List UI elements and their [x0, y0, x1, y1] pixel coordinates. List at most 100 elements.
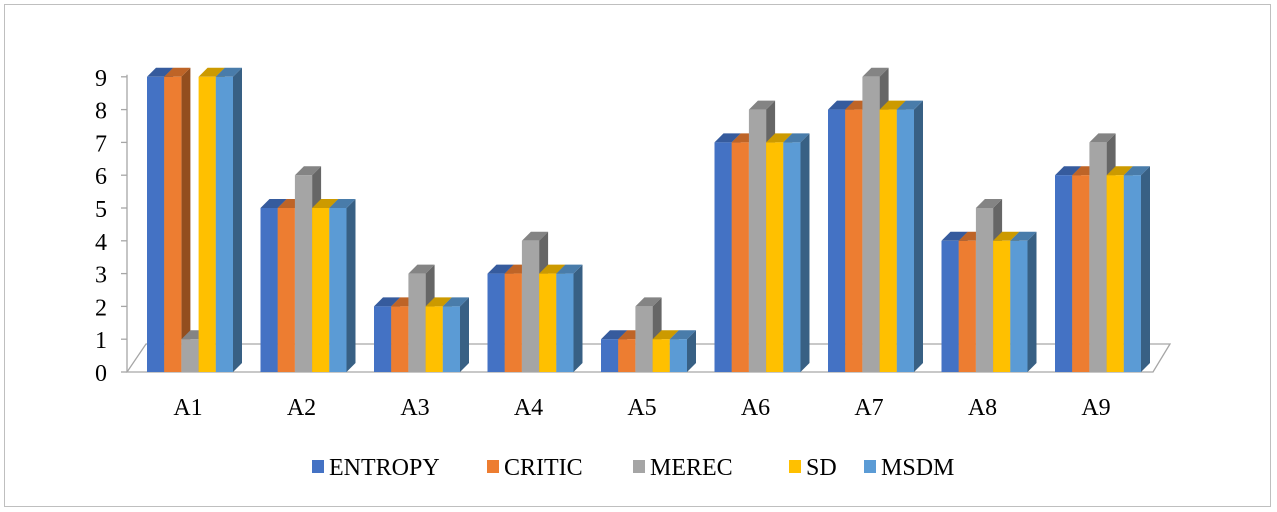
legend-label: MEREC [650, 455, 733, 481]
x-tick-label: A4 [514, 395, 543, 421]
bar-side-face [914, 100, 923, 372]
bar-front-face [312, 208, 330, 372]
bar-top-face [408, 264, 435, 274]
chart-frame: 0 1 2 3 4 5 6 7 8 9 A1 A2 A3 A4 A5 A6 A7 A8 A9 ENTROPY CRI… [4, 4, 1271, 507]
bar-top-face [164, 67, 191, 77]
bar-side-face [181, 67, 191, 373]
y-tick-label: 3 [95, 263, 107, 289]
x-tick-label: A7 [854, 395, 883, 421]
bar-top-face [993, 231, 1020, 241]
bar-front-face [164, 76, 182, 373]
bar-front-face [181, 339, 199, 372]
bar-top-face [975, 199, 1003, 208]
bar-front-face [618, 339, 636, 372]
bar-side-face [233, 67, 242, 373]
bar-top-face [312, 199, 339, 208]
legend-item-msdm: MSDM [864, 455, 954, 481]
legend-swatch [789, 460, 801, 473]
bar-side-face [1027, 231, 1037, 372]
bar-msdm-a5 [669, 330, 696, 372]
x-tick-label: A1 [173, 395, 202, 421]
legend-item-sd: SD [789, 455, 837, 481]
bar-front-face [766, 142, 784, 372]
legend-swatch [633, 460, 645, 473]
bar-front-face [635, 306, 653, 372]
bar-msdm-a4 [556, 264, 583, 372]
bar-top-face [198, 67, 225, 77]
bar-top-face [601, 330, 628, 340]
bar-front-face [1055, 175, 1073, 372]
bar-top-face [766, 133, 793, 143]
bar-msdm-a8 [1010, 231, 1037, 372]
bar-top-face [862, 67, 889, 77]
bar-msdm-a9 [1123, 166, 1150, 372]
bar-front-face [198, 76, 216, 373]
bar-front-face [539, 273, 557, 372]
bar-front-face [1072, 175, 1090, 372]
y-tick-label: 1 [95, 328, 107, 354]
y-tick-label: 6 [95, 164, 107, 190]
bar-msdm-a2 [329, 199, 356, 372]
bar-front-face [215, 76, 233, 373]
legend-item-entropy: ENTROPY [312, 455, 440, 481]
bar-top-face [669, 330, 696, 340]
bar-front-face [862, 76, 880, 373]
bar-front-face [329, 208, 347, 372]
bar-front-face [714, 142, 732, 372]
legend-swatch [487, 460, 499, 473]
bar-top-face [147, 67, 174, 77]
bar-front-face [504, 273, 522, 372]
bar-front-face [391, 306, 409, 372]
bar-top-face [1055, 166, 1082, 176]
y-tick-label: 0 [95, 361, 107, 387]
bar-top-face [635, 297, 662, 307]
bar-front-face [975, 208, 994, 372]
bar-top-face [442, 297, 469, 307]
bar-msdm-a3 [442, 297, 469, 372]
bar-front-face [1106, 175, 1124, 372]
floor-outline [125, 343, 1172, 373]
bar-chart: 0 1 2 3 4 5 6 7 8 9 A1 A2 A3 A4 A5 A6 A7 A8 A9 ENTROPY CRI… [95, 66, 1172, 481]
bar-side-face [573, 264, 583, 372]
bar-top-face [748, 100, 776, 110]
bar-front-face [374, 306, 392, 372]
bar-front-face [408, 273, 426, 372]
y-tick-label: 8 [95, 99, 107, 125]
y-tick-label: 9 [95, 66, 107, 92]
x-axis-labels: A1 A2 A3 A4 A5 A6 A7 A8 A9 [173, 395, 1110, 421]
bar-front-face [828, 109, 846, 372]
bar-top-face [941, 231, 968, 241]
bar-top-face [260, 199, 287, 208]
bar-front-face [1010, 240, 1028, 372]
bar-front-face [669, 339, 687, 372]
legend-item-merec: MEREC [633, 455, 733, 481]
bar-front-face [556, 273, 574, 372]
bar-top-face [714, 133, 741, 143]
x-tick-label: A2 [287, 395, 316, 421]
bar-front-face [748, 109, 767, 372]
bar-front-face [783, 142, 801, 372]
bar-top-face [329, 199, 356, 208]
legend-label: ENTROPY [329, 455, 440, 481]
bar-top-face [487, 264, 514, 274]
bar-side-face [687, 330, 696, 372]
bar-msdm-a6 [783, 133, 810, 372]
legend: ENTROPY CRITIC MEREC SD MSDM [312, 455, 954, 481]
bar-front-face [425, 306, 443, 372]
y-tick-label: 2 [95, 295, 107, 321]
y-tick-label: 7 [95, 131, 107, 157]
bar-top-face [425, 297, 452, 307]
bar-front-face [294, 175, 313, 372]
bar-front-face [487, 273, 505, 372]
bar-top-face [783, 133, 810, 143]
bar-front-face [652, 339, 670, 372]
bar-top-face [896, 100, 923, 110]
bar-front-face [277, 208, 295, 372]
bar-front-face [521, 240, 540, 372]
x-tick-label: A9 [1081, 395, 1110, 421]
bar-top-face [1123, 166, 1150, 176]
bar-msdm-a1 [215, 67, 242, 373]
legend-swatch [864, 460, 876, 473]
bar-front-face [1123, 175, 1141, 372]
chart-floor [125, 343, 1172, 373]
